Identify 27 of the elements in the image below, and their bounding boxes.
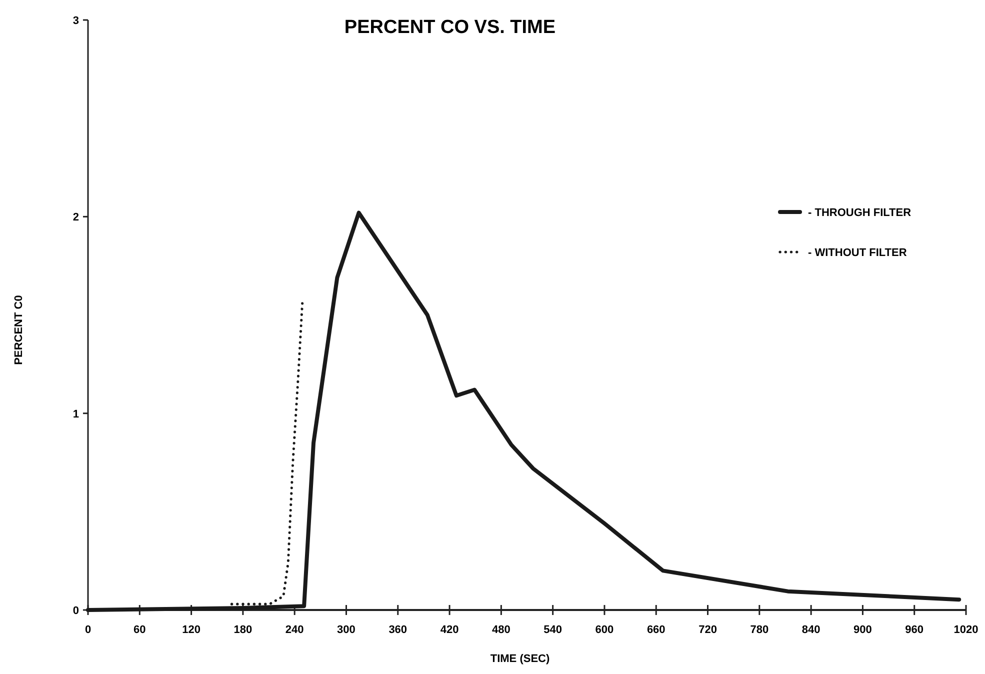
- y-tick-label: 3: [72, 15, 79, 27]
- x-tick-label: 660: [646, 624, 666, 636]
- x-tick-label: 0: [84, 624, 92, 636]
- y-axis-title: PERCENT C0: [13, 295, 25, 365]
- x-tick-label: 360: [388, 624, 408, 636]
- x-tick-label: 600: [595, 624, 614, 636]
- x-tick-label: 480: [492, 624, 510, 636]
- x-tick-label: 180: [234, 624, 252, 636]
- legend-label: - WITHOUT FILTER: [808, 247, 907, 259]
- y-tick-label: 0: [72, 605, 79, 617]
- y-tick-label: 1: [72, 408, 79, 420]
- x-tick-label: 120: [182, 624, 200, 636]
- legend-label: - THROUGH FILTER: [808, 207, 912, 219]
- x-tick-label: 60: [134, 624, 146, 636]
- x-tick-label: 720: [698, 624, 717, 636]
- chart-title: PERCENT CO VS. TIME: [344, 17, 556, 38]
- x-tick-label: 840: [802, 624, 820, 636]
- x-tick-label: 960: [905, 624, 924, 636]
- x-tick-label: 540: [544, 624, 562, 636]
- x-axis-title: TIME (SEC): [490, 653, 550, 665]
- x-tick-label: 1020: [954, 624, 978, 636]
- y-tick-label: 2: [72, 212, 79, 224]
- x-tick-label: 300: [337, 624, 356, 636]
- x-tick-label: 420: [440, 624, 459, 636]
- x-tick-label: 780: [750, 624, 769, 636]
- x-tick-label: 900: [854, 624, 872, 636]
- x-tick-label: 240: [285, 624, 304, 636]
